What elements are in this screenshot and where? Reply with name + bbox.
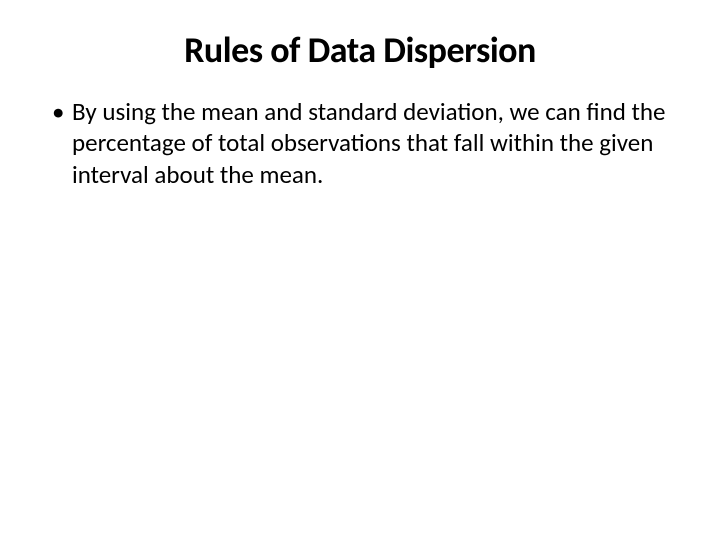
bullet-item: By using the mean and standard deviation… — [52, 96, 684, 190]
slide-content: By using the mean and standard deviation… — [36, 96, 684, 190]
slide-title: Rules of Data Dispersion — [36, 28, 684, 72]
slide-container: Rules of Data Dispersion By using the me… — [0, 0, 720, 540]
bullet-list: By using the mean and standard deviation… — [52, 96, 684, 190]
